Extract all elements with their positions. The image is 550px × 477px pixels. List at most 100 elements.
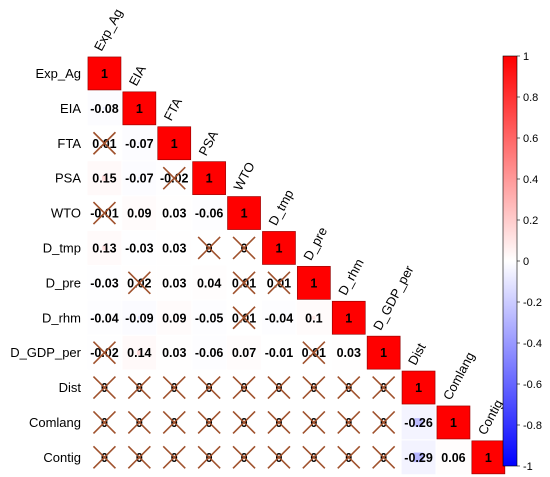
cell-Contig-Comlang: 0.06 <box>436 440 471 475</box>
col-label-Dist: Dist <box>405 340 429 367</box>
row-label-D_rhm: D_rhm <box>42 310 81 325</box>
insignificant-cross-line <box>267 445 291 469</box>
cell-D_rhm-D_pre: 0.1 <box>296 300 331 335</box>
insignificant-cross-line <box>267 410 291 435</box>
cell-square <box>102 245 107 251</box>
cell-D_rhm-EIA: -0.09 <box>122 300 157 335</box>
cell-value-label: -0.07 <box>125 137 154 151</box>
colorbar: 1 0.8 0.6 0.4 0.2 0 -0.2 -0.4 -0.6 -0.8 -1 <box>502 51 542 473</box>
cell-value-label: -0.03 <box>125 241 154 255</box>
cell-square <box>367 336 401 370</box>
cell-square <box>242 351 246 354</box>
cell-Comlang-Comlang: 1 <box>436 405 471 440</box>
cell-value-label: 0.03 <box>337 346 361 360</box>
cells-layer: 1-0.0810.01-0.0710.15-0.07-0.021-0.010.0… <box>87 56 506 475</box>
cell-Contig-D_GDP_per: 0 <box>366 440 401 475</box>
cell-square <box>137 211 141 215</box>
cell-D_GDP_per-D_rhm: 0.03 <box>331 335 366 370</box>
cell-value-label: -0.29 <box>404 451 433 465</box>
cell-D_rhm-D_rhm: 1 <box>331 300 366 335</box>
colorbar-tick-label: -1 <box>523 461 533 473</box>
insignificant-cross-line <box>162 166 186 190</box>
colorbar-tick-label: 0 <box>523 256 529 268</box>
cell-Dist-D_pre: 0 <box>296 370 331 405</box>
cell-square <box>312 316 316 320</box>
row-label-PSA: PSA <box>55 171 81 186</box>
cell-value-label: -0.05 <box>195 311 224 325</box>
cell-value-label: 1 <box>380 346 387 360</box>
row-label-FTA: FTA <box>57 136 81 151</box>
cell-value-label: 1 <box>415 381 422 395</box>
cell-D_pre-D_pre: 1 <box>296 265 331 300</box>
cell-PSA-FTA: -0.02 <box>157 161 192 196</box>
cell-value-label: -0.26 <box>404 416 433 430</box>
cell-Comlang-FTA: 0 <box>157 405 192 440</box>
cell-square <box>157 126 191 160</box>
col-label-Contig: Contig <box>475 397 506 437</box>
cell-PSA-Exp_Ag: 0.15 <box>87 161 122 196</box>
insignificant-cross-line <box>197 236 221 260</box>
cell-value-label: 1 <box>485 451 492 465</box>
cell-value-label: 1 <box>310 276 317 290</box>
cell-Comlang-D_pre: 0 <box>296 405 331 440</box>
colorbar-tick-label: 0.8 <box>523 92 538 104</box>
cell-D_pre-EIA: 0.02 <box>122 265 157 300</box>
cell-EIA-Exp_Ag: -0.08 <box>87 91 122 126</box>
cell-Exp_Ag-Exp_Ag: 1 <box>87 56 122 91</box>
cell-square <box>103 107 106 110</box>
cell-value-label: 1 <box>171 137 178 151</box>
cell-Dist-EIA: 0 <box>122 370 157 405</box>
colorbar-tick-label: 0.4 <box>523 174 538 186</box>
cell-Comlang-WTO: 0 <box>227 405 261 440</box>
cell-Comlang-Exp_Ag: 0 <box>87 405 122 440</box>
cell-Comlang-EIA: 0 <box>122 405 157 440</box>
cell-D_tmp-FTA: 0.03 <box>157 231 192 265</box>
cell-square-edge <box>87 56 122 91</box>
insignificant-cross-line <box>232 271 256 295</box>
cell-Contig-FTA: 0 <box>157 440 192 475</box>
cell-D_pre-D_tmp: 0.01 <box>262 265 296 300</box>
colorbar-tick-label: -0.2 <box>523 297 542 309</box>
col-label-D_tmp: D_tmp <box>265 187 296 228</box>
cell-value-label: 0.09 <box>162 311 186 325</box>
cell-Contig-Dist: -0.29 <box>401 440 436 475</box>
cell-square <box>192 161 226 195</box>
insignificant-cross-line <box>127 271 151 295</box>
cell-square <box>208 316 210 319</box>
row-label-WTO: WTO <box>51 206 81 221</box>
cell-WTO-Exp_Ag: -0.01 <box>87 196 122 230</box>
cell-Dist-D_rhm: 0 <box>331 370 366 405</box>
cell-square <box>101 175 107 181</box>
cell-PSA-EIA: -0.07 <box>122 161 157 196</box>
insignificant-cross-line <box>162 375 186 400</box>
cell-Dist-D_GDP_per: 0 <box>366 370 401 405</box>
insignificant-cross-line <box>232 445 256 469</box>
cell-WTO-EIA: 0.09 <box>122 196 157 230</box>
cell-value-label: 0.13 <box>92 241 116 255</box>
insignificant-cross-line <box>372 445 396 469</box>
cell-square <box>208 212 211 215</box>
cell-D_pre-WTO: 0.01 <box>227 265 261 300</box>
cell-value-label: 0.03 <box>162 241 186 255</box>
cell-value-label: -0.04 <box>90 311 119 325</box>
cell-D_GDP_per-EIA: 0.14 <box>122 335 157 370</box>
cell-Dist-PSA: 0 <box>192 370 227 405</box>
cell-WTO-PSA: -0.06 <box>192 196 227 230</box>
cell-value-label: 0.03 <box>162 346 186 360</box>
cell-D_GDP_per-D_pre: 0.01 <box>296 335 331 370</box>
cell-value-label: 0.03 <box>162 276 186 290</box>
cell-square <box>208 351 211 354</box>
cell-D_GDP_per-WTO: 0.07 <box>227 335 261 370</box>
cell-value-label: -0.07 <box>125 172 154 186</box>
insignificant-cross-line <box>337 410 361 435</box>
cell-value-label: 0.06 <box>441 451 465 465</box>
cell-value-label: -0.04 <box>265 311 294 325</box>
cell-square <box>208 282 210 284</box>
cell-WTO-FTA: 0.03 <box>157 196 192 230</box>
cell-Dist-WTO: 0 <box>227 370 261 405</box>
cell-square <box>138 142 141 145</box>
insignificant-cross-line <box>162 445 186 469</box>
cell-square-edge <box>331 300 366 335</box>
cell-D_rhm-PSA: -0.05 <box>192 300 227 335</box>
cell-square <box>262 231 296 265</box>
